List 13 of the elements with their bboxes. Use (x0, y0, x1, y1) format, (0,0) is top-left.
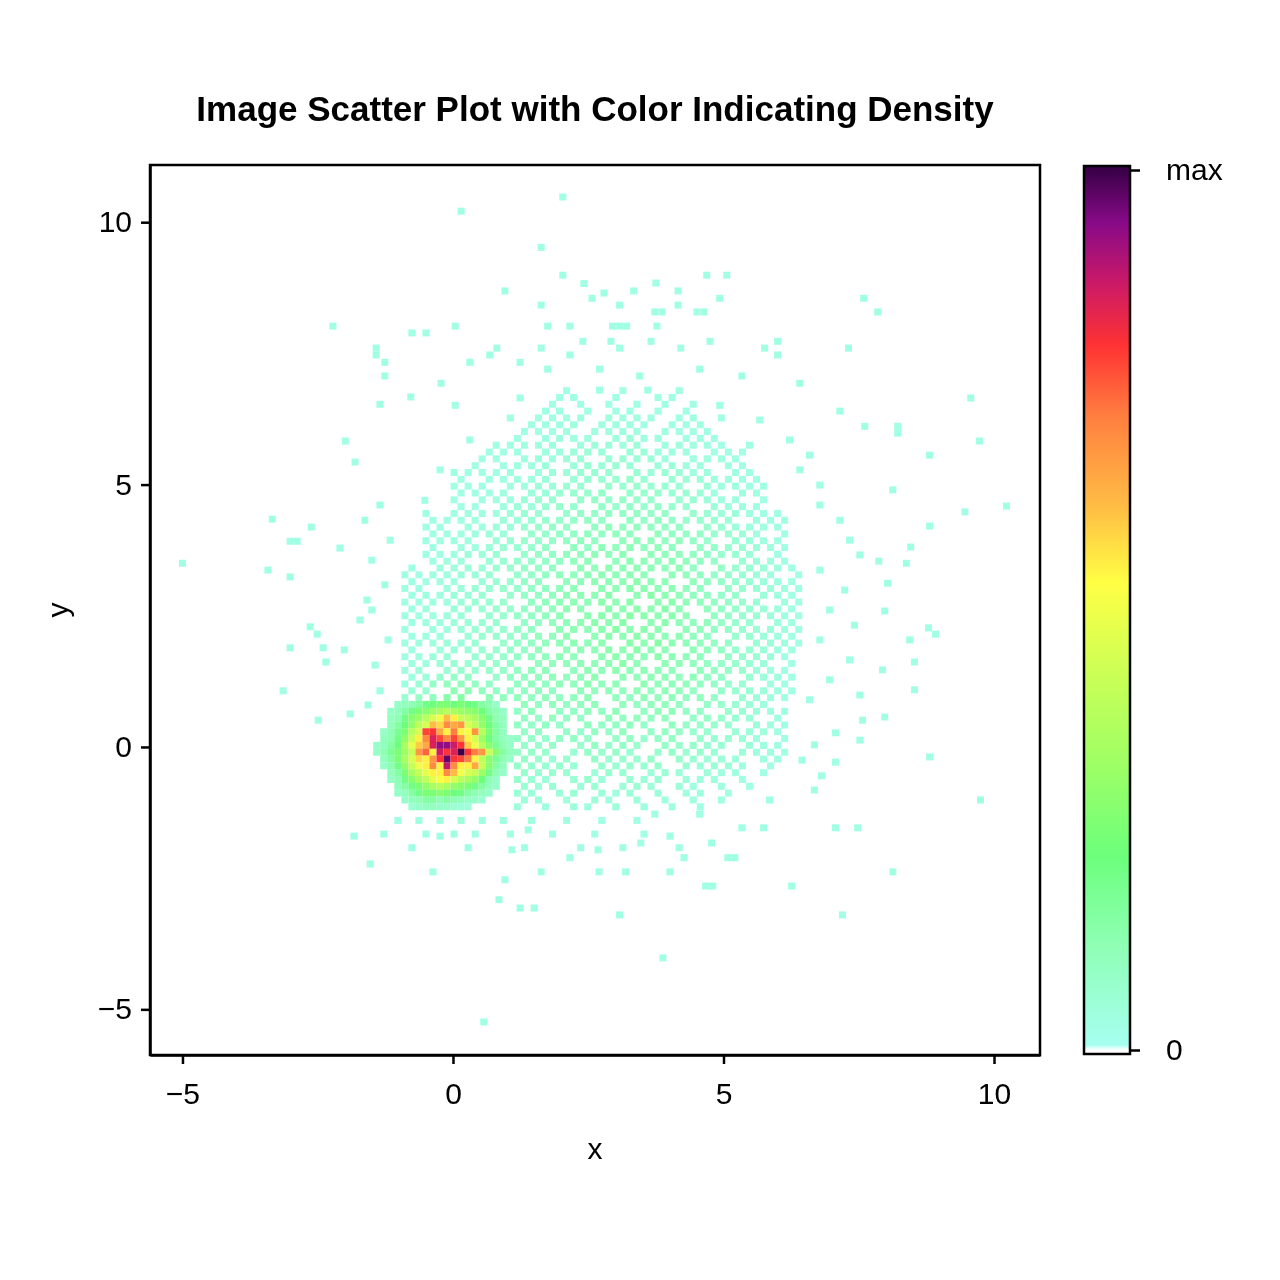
y-tick-label: 10 (98, 205, 132, 239)
y-tick-label: −5 (97, 992, 132, 1026)
x-tick-label: 0 (445, 1077, 462, 1111)
x-tick-label: −5 (165, 1077, 201, 1111)
y-axis-title: y (41, 602, 74, 618)
x-tick-label: 5 (715, 1077, 733, 1111)
color-bar-label: 0 (1166, 1033, 1183, 1067)
x-axis-title: x (587, 1132, 603, 1165)
y-tick-label: 5 (115, 467, 132, 501)
color-bar-label: max (1166, 153, 1223, 187)
x-tick-label: 10 (977, 1077, 1012, 1111)
chart-title: Image Scatter Plot with Color Indicating Density (196, 89, 995, 128)
y-tick-label: 0 (115, 730, 132, 764)
